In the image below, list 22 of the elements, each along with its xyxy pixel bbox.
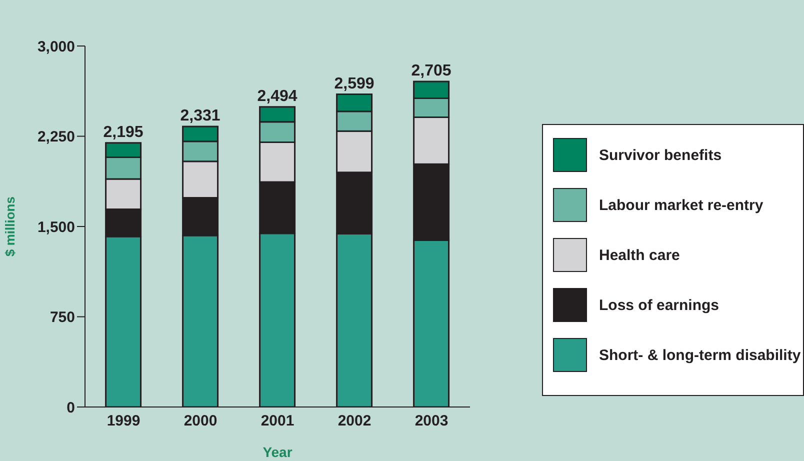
total-label: 2,331 [180, 108, 220, 125]
total-label: 2,494 [257, 88, 298, 105]
x-tick-label: 2003 [414, 412, 448, 430]
y-tick-label: 2,250 [37, 128, 75, 146]
y-tick-label: 750 [50, 309, 75, 326]
legend-label: Health care [599, 246, 680, 264]
legend-label: Survivor benefits [599, 146, 722, 164]
total-label: 2,705 [411, 62, 452, 80]
x-tick-label: 1999 [106, 412, 140, 430]
y-tick-label: 0 [66, 399, 75, 416]
y-tick-label: 3,000 [37, 38, 75, 56]
x-axis-title: Year [262, 444, 293, 460]
x-tick-label: 2002 [338, 412, 372, 430]
total-label: 2,599 [334, 75, 374, 92]
legend-label: Short- & long-term disability [599, 346, 801, 364]
y-axis-title: $ millions [2, 196, 18, 256]
y-tick-label: 1,500 [37, 218, 75, 236]
x-tick-label: 2000 [184, 412, 218, 430]
x-tick-label: 2001 [260, 412, 294, 430]
legend-label: Labour market re-entry [599, 196, 764, 214]
total-label: 2,195 [103, 124, 144, 141]
legend-label: Loss of earnings [599, 296, 720, 314]
